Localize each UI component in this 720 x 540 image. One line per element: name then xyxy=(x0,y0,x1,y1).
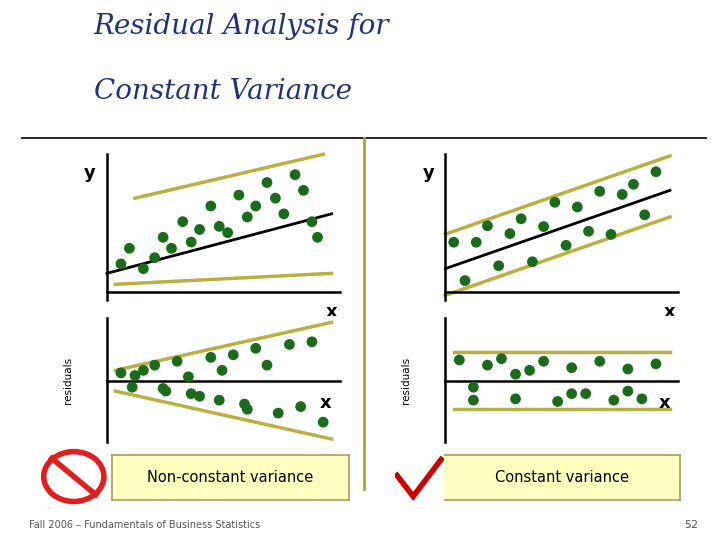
Point xyxy=(269,194,281,202)
Point xyxy=(566,389,577,398)
Point xyxy=(552,397,564,406)
Point xyxy=(628,180,639,188)
Point xyxy=(482,361,493,369)
Point xyxy=(448,238,459,247)
Text: y: y xyxy=(423,164,434,182)
Point xyxy=(177,217,189,226)
Point xyxy=(250,344,261,353)
Point xyxy=(572,202,583,211)
Point xyxy=(157,233,168,242)
Point xyxy=(115,369,127,377)
Point xyxy=(459,276,471,285)
Text: y: y xyxy=(84,164,96,182)
Point xyxy=(468,383,480,391)
Point xyxy=(636,395,648,403)
Point xyxy=(160,387,171,395)
Point xyxy=(214,396,225,404)
Point xyxy=(538,357,549,366)
Point xyxy=(261,361,273,369)
Point xyxy=(594,357,606,366)
Point xyxy=(549,198,561,207)
Point xyxy=(594,187,606,195)
Point xyxy=(239,400,251,408)
Point xyxy=(495,354,507,363)
Point xyxy=(205,353,217,362)
Point xyxy=(130,371,141,380)
Point xyxy=(622,364,634,373)
Point xyxy=(566,363,577,372)
Point xyxy=(580,389,592,398)
Text: residuals: residuals xyxy=(63,357,73,404)
Text: x: x xyxy=(325,303,337,321)
Point xyxy=(216,366,228,375)
Point xyxy=(650,360,662,368)
Point xyxy=(185,238,197,246)
Point xyxy=(482,221,493,230)
Point xyxy=(312,233,323,242)
Point xyxy=(526,258,538,266)
Point xyxy=(306,217,318,226)
Point xyxy=(622,387,634,395)
Point xyxy=(538,222,549,231)
Point xyxy=(295,402,307,411)
Point xyxy=(510,370,521,379)
Point xyxy=(306,338,318,346)
Point xyxy=(222,228,233,237)
Point xyxy=(138,366,149,375)
Text: Non-constant variance: Non-constant variance xyxy=(148,470,313,485)
Point xyxy=(510,395,521,403)
Point xyxy=(138,264,149,273)
Point xyxy=(468,396,480,404)
Point xyxy=(606,230,617,239)
Point xyxy=(284,340,295,349)
Point xyxy=(115,260,127,268)
Text: Residual Analysis for: Residual Analysis for xyxy=(94,14,390,40)
Point xyxy=(149,253,161,262)
Point xyxy=(185,389,197,398)
Text: x: x xyxy=(320,394,331,411)
Text: residuals: residuals xyxy=(401,357,411,404)
Point xyxy=(470,238,482,247)
Point xyxy=(582,227,594,235)
Point xyxy=(608,396,620,404)
Point xyxy=(493,261,505,270)
Point xyxy=(242,405,253,414)
Point xyxy=(171,357,183,366)
Point xyxy=(278,210,289,218)
Point xyxy=(650,167,662,176)
Point xyxy=(233,191,245,199)
Point xyxy=(516,214,527,223)
Point xyxy=(560,241,572,249)
Point xyxy=(504,230,516,238)
Point xyxy=(194,225,205,234)
Text: Constant variance: Constant variance xyxy=(495,470,629,485)
Point xyxy=(242,213,253,221)
Point xyxy=(454,356,465,364)
Text: Fall 2006 – Fundamentals of Business Statistics: Fall 2006 – Fundamentals of Business Sta… xyxy=(29,520,260,530)
Point xyxy=(318,418,329,427)
Text: Constant Variance: Constant Variance xyxy=(94,78,351,105)
Point xyxy=(524,366,536,375)
Point xyxy=(228,350,239,359)
Point xyxy=(166,244,177,253)
Point xyxy=(298,186,310,194)
Text: x: x xyxy=(658,394,670,411)
Point xyxy=(616,190,628,199)
Point xyxy=(261,178,273,187)
Point xyxy=(250,201,261,210)
Point xyxy=(149,361,161,369)
Point xyxy=(127,383,138,391)
Point xyxy=(157,384,168,393)
Text: x: x xyxy=(664,303,675,321)
Point xyxy=(639,211,650,219)
Point xyxy=(124,244,135,253)
Point xyxy=(272,409,284,417)
Point xyxy=(289,170,301,179)
Point xyxy=(194,392,205,401)
Point xyxy=(205,201,217,210)
Point xyxy=(183,373,194,381)
Point xyxy=(214,222,225,231)
Text: 52: 52 xyxy=(684,520,698,530)
